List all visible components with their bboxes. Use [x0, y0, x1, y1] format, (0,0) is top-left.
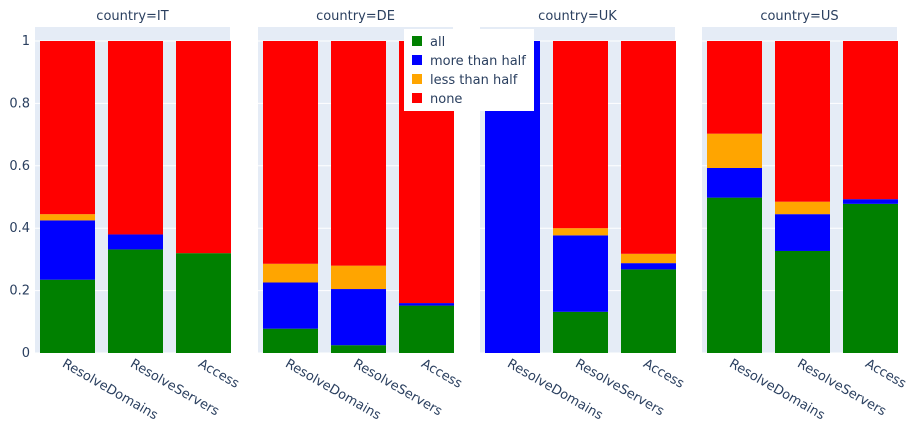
y-tick-label: 0.2	[9, 284, 30, 299]
y-tick-label: 0.8	[9, 96, 30, 111]
x-tick-label: Access	[641, 356, 687, 391]
bar-segment-none	[176, 41, 231, 253]
bar-segment-more-than-half	[331, 289, 386, 345]
legend-swatch	[412, 93, 422, 103]
y-tick-label: 0.4	[9, 221, 30, 236]
bar-segment-all	[553, 312, 608, 353]
legend-label: more than half	[430, 54, 526, 69]
bar-segment-less-than-half	[331, 266, 386, 289]
bar-segment-more-than-half	[108, 234, 163, 249]
facet-panel-us: country=USResolveDomainsResolveServersAc…	[702, 9, 906, 423]
bar-segment-none	[263, 41, 318, 264]
bar-segment-none	[40, 41, 95, 214]
legend-label: all	[430, 35, 445, 50]
bar-segment-all	[176, 253, 231, 353]
x-tick-label: Access	[196, 356, 242, 391]
bar-segment-more-than-half	[263, 282, 318, 328]
bar-segment-none	[331, 41, 386, 266]
bar-segment-none	[621, 41, 676, 254]
bar-segment-less-than-half	[40, 214, 95, 220]
bar-segment-none	[553, 41, 608, 228]
facet-title: country=US	[760, 9, 838, 24]
y-tick-label: 1	[22, 34, 30, 49]
legend-box	[404, 29, 534, 111]
legend-label: none	[430, 92, 462, 107]
bar-segment-more-than-half	[399, 303, 454, 305]
bar-segment-all	[707, 198, 762, 353]
bar-segment-all	[621, 269, 676, 353]
bar-segment-less-than-half	[621, 254, 676, 263]
legend-swatch	[412, 74, 422, 84]
y-tick-label: 0	[22, 346, 30, 361]
bar-segment-less-than-half	[553, 228, 608, 235]
bar-segment-all	[331, 345, 386, 353]
bar-segment-more-than-half	[621, 263, 676, 269]
legend-swatch	[412, 36, 422, 46]
bar-segment-more-than-half	[843, 199, 898, 204]
bar-segment-all	[40, 280, 95, 353]
legend: all more than half less than half none	[404, 29, 534, 111]
facet-title: country=IT	[96, 9, 168, 24]
bar-segment-less-than-half	[707, 134, 762, 168]
bar-segment-none	[707, 41, 762, 134]
bar-segment-more-than-half	[40, 220, 95, 279]
bar-segment-more-than-half	[775, 214, 830, 251]
bar-segment-all	[775, 251, 830, 353]
bar-segment-less-than-half	[263, 264, 318, 283]
legend-item-more-than-half[interactable]: more than half	[412, 54, 526, 69]
facet-panel-it: country=ITResolveDomainsResolveServersAc…	[35, 9, 242, 423]
legend-swatch	[412, 55, 422, 65]
bar-segment-all	[399, 306, 454, 353]
x-tick-label: Access	[419, 356, 465, 391]
bar-segment-none	[108, 41, 163, 234]
x-tick-label: Access	[863, 356, 906, 391]
facet-title: country=DE	[316, 9, 395, 24]
bar-segment-less-than-half	[775, 202, 830, 214]
facet-title: country=UK	[538, 9, 617, 24]
bar-segment-none	[775, 41, 830, 202]
y-tick-label: 0.6	[9, 159, 30, 174]
bar-segment-all	[843, 204, 898, 353]
bar-segment-all	[263, 329, 318, 353]
bar-segment-more-than-half	[707, 168, 762, 198]
bar-segment-all	[108, 249, 163, 353]
legend-label: less than half	[430, 73, 518, 88]
bar-segment-more-than-half	[553, 235, 608, 311]
bar-segment-none	[843, 41, 898, 199]
